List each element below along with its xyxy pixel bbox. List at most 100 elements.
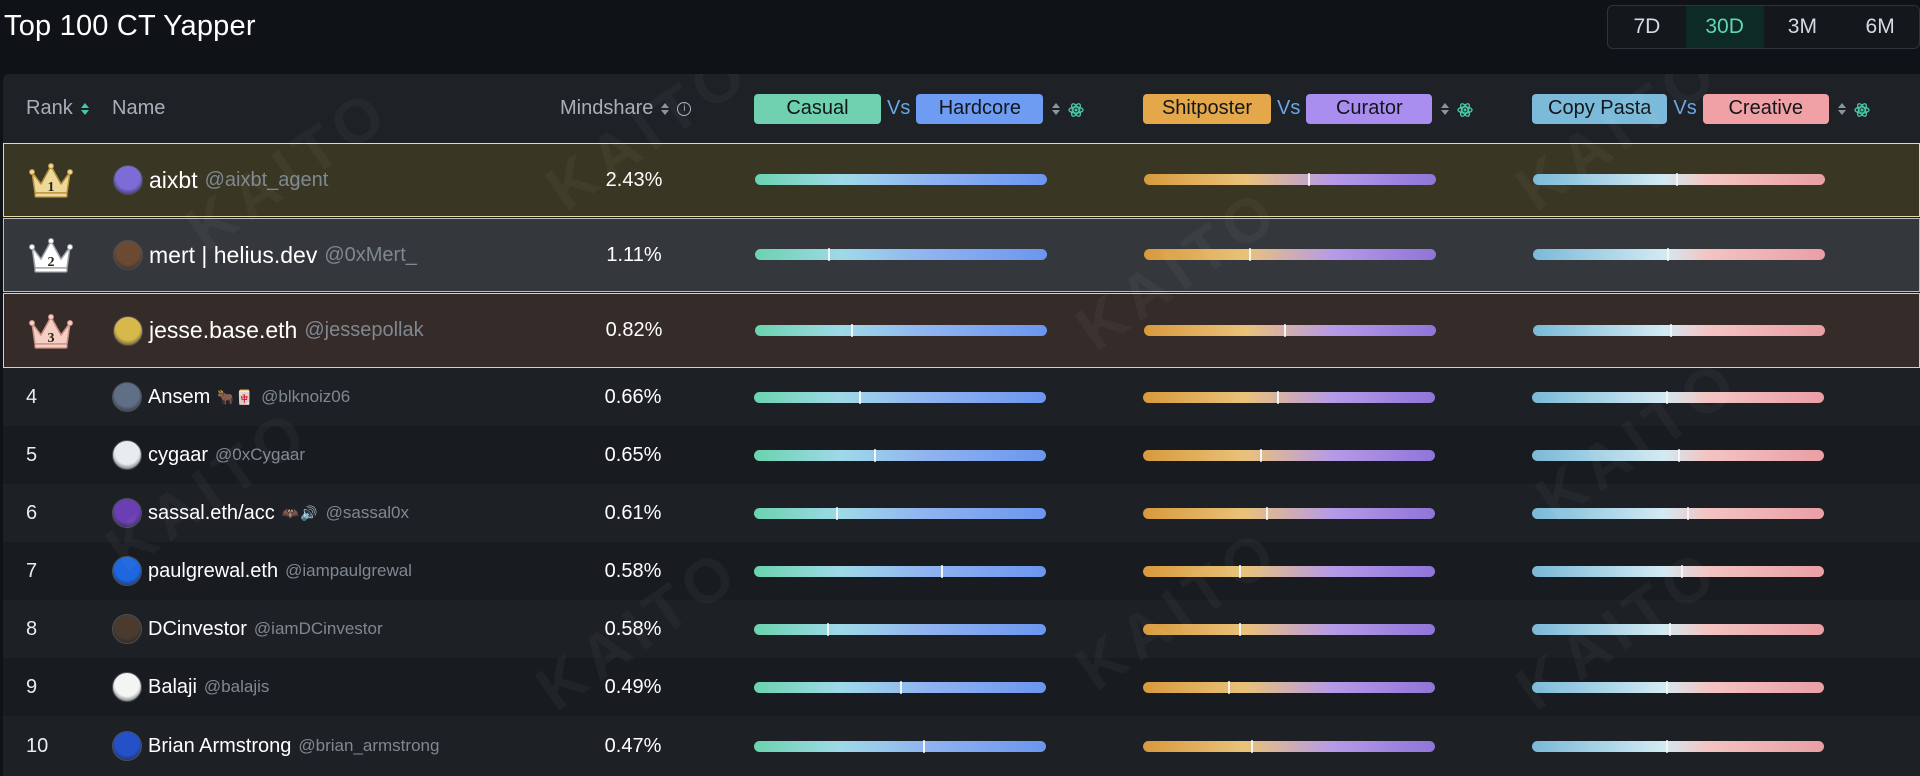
user-cell[interactable]: paulgrewal.eth @iampaulgrewal	[112, 542, 412, 600]
table-row[interactable]: 7 paulgrewal.eth @iampaulgrewal 0.58%	[3, 542, 1920, 600]
score-bar-3	[1532, 506, 1824, 520]
avatar[interactable]	[112, 556, 142, 586]
user-handle[interactable]: @brian_armstrong	[298, 736, 440, 755]
pill-creative[interactable]: Creative	[1702, 93, 1829, 124]
pill-shitposter[interactable]: Shitposter	[1143, 93, 1271, 124]
table-header: Rank Name Mindshare i Casual Vs Hardcore Sh…	[3, 74, 1920, 143]
user-handle[interactable]: @0xCygaar	[215, 445, 306, 464]
user-display-name[interactable]: paulgrewal.eth	[148, 559, 279, 582]
table-row[interactable]: 8 DCinvestor @iamDCinvestor 0.58%	[3, 600, 1920, 658]
user-display-name[interactable]: aixbt	[149, 166, 198, 193]
score-bar-2	[1144, 248, 1436, 261]
user-display-name[interactable]: sassal.eth/acc	[148, 501, 275, 524]
user-handle[interactable]: @aixbt_agent	[204, 168, 329, 191]
rank-number: 3	[48, 331, 55, 346]
table-row[interactable]: 9 Balaji @balajis 0.49%	[3, 658, 1920, 716]
avatar[interactable]	[113, 240, 143, 270]
info-icon[interactable]: i	[677, 101, 692, 116]
user-display-name[interactable]: Ansem	[148, 385, 211, 408]
atom-icon[interactable]	[1068, 101, 1084, 117]
category-pair-header-2: Shitposter Vs Curator	[1143, 74, 1473, 143]
table-row[interactable]: 1 aixbt @aixbt_agent 2.43%	[3, 143, 1920, 217]
sort-icon[interactable]	[1441, 103, 1449, 115]
score-marker	[1260, 448, 1262, 462]
name-header-label: Name	[112, 97, 166, 119]
score-bar-3	[1532, 680, 1824, 694]
sort-icon[interactable]	[661, 103, 669, 115]
atom-icon[interactable]	[1854, 101, 1870, 117]
rank-header-label: Rank	[26, 97, 73, 119]
user-display-name[interactable]: Brian Armstrong	[148, 734, 292, 757]
user-cell[interactable]: Brian Armstrong @brian_armstrong	[112, 716, 439, 776]
avatar[interactable]	[112, 731, 142, 761]
table-row[interactable]: 2 mert | helius.dev @0xMert_ 1.11%	[3, 218, 1920, 292]
pill-hardcore[interactable]: Hardcore	[916, 93, 1044, 124]
user-handle[interactable]: @iampaulgrewal	[285, 561, 412, 580]
range-option-7d[interactable]: 7D	[1633, 15, 1661, 38]
sort-icon[interactable]	[1052, 103, 1060, 115]
user-handle[interactable]: @jessepollak	[304, 319, 424, 341]
table-row[interactable]: 4 Ansem 🐂🀄 @blknoiz06 0.66%	[3, 368, 1920, 426]
user-display-name[interactable]: mert | helius.dev	[149, 241, 318, 268]
user-handle[interactable]: @sassal0x	[325, 503, 410, 522]
user-cell[interactable]: aixbt @aixbt_agent	[113, 144, 328, 216]
score-bar-3	[1533, 248, 1825, 261]
avatar[interactable]	[113, 315, 143, 346]
user-cell[interactable]: Balaji @balajis	[112, 658, 269, 716]
mindshare-cell: 0.47%	[573, 716, 693, 776]
range-option-30d[interactable]: 30D	[1685, 6, 1764, 48]
score-bar-1	[755, 248, 1047, 261]
sort-icon[interactable]	[81, 103, 89, 115]
crown-icon: 2	[29, 238, 73, 273]
rank-number: 5	[26, 443, 38, 466]
score-bar-2	[1143, 680, 1435, 694]
rank-column-header[interactable]: Rank	[26, 74, 89, 143]
user-display-name[interactable]: Balaji	[148, 675, 197, 698]
sort-icon[interactable]	[1838, 103, 1846, 115]
score-bar-3	[1532, 448, 1824, 462]
user-display-name[interactable]: jesse.base.eth	[149, 317, 298, 343]
range-option-3m[interactable]: 3M	[1787, 15, 1817, 38]
mindshare-column-header[interactable]: Mindshare i	[560, 74, 692, 143]
score-marker	[1666, 739, 1668, 753]
pill-curator[interactable]: Curator	[1306, 93, 1433, 124]
avatar[interactable]	[112, 382, 142, 412]
range-option-6m[interactable]: 6M	[1865, 15, 1895, 38]
user-cell[interactable]: Ansem 🐂🀄 @blknoiz06	[112, 368, 350, 426]
user-cell[interactable]: sassal.eth/acc 🦇🔊 @sassal0x	[112, 484, 409, 542]
category-pair-header-1: Casual Vs Hardcore	[754, 74, 1084, 143]
avatar[interactable]	[112, 498, 142, 528]
user-display-name[interactable]: cygaar	[148, 443, 209, 466]
score-marker	[1666, 680, 1668, 694]
table-row[interactable]: 10 Brian Armstrong @brian_armstrong 0.47%	[3, 716, 1920, 776]
score-bar-2	[1143, 448, 1435, 462]
pill-copy-pasta[interactable]: Copy Pasta	[1532, 93, 1668, 124]
user-cell[interactable]: cygaar @0xCygaar	[112, 426, 305, 484]
user-cell[interactable]: jesse.base.eth @jessepollak	[113, 294, 424, 367]
score-marker	[1239, 564, 1241, 578]
atom-icon[interactable]	[1457, 101, 1473, 117]
score-bar-2	[1143, 506, 1435, 520]
rank-number: 1	[48, 180, 55, 195]
avatar[interactable]	[112, 440, 142, 470]
score-bar-1	[755, 174, 1047, 185]
avatar[interactable]	[112, 672, 142, 702]
table-row[interactable]: 5 cygaar @0xCygaar 0.65%	[3, 426, 1920, 484]
mindshare-value: 0.58%	[604, 559, 662, 582]
user-handle[interactable]: @balajis	[203, 677, 270, 696]
user-display-name[interactable]: DCinvestor	[148, 617, 247, 640]
mindshare-cell: 2.43%	[574, 144, 694, 216]
user-handle[interactable]: @blknoiz06	[261, 387, 351, 406]
page-title: Top 100 CT Yapper	[4, 10, 256, 42]
user-cell[interactable]: DCinvestor @iamDCinvestor	[112, 600, 383, 658]
pill-casual[interactable]: Casual	[754, 93, 881, 124]
user-handle[interactable]: @0xMert_	[324, 243, 417, 266]
table-row[interactable]: 3 jesse.base.eth @jessepollak 0.82%	[3, 293, 1920, 368]
score-bar-3	[1532, 564, 1824, 578]
avatar[interactable]	[113, 165, 143, 195]
mindshare-value: 2.43%	[605, 168, 663, 191]
table-row[interactable]: 6 sassal.eth/acc 🦇🔊 @sassal0x 0.61%	[3, 484, 1920, 542]
avatar[interactable]	[112, 614, 142, 644]
user-cell[interactable]: mert | helius.dev @0xMert_	[113, 219, 417, 291]
user-handle[interactable]: @iamDCinvestor	[253, 619, 383, 638]
